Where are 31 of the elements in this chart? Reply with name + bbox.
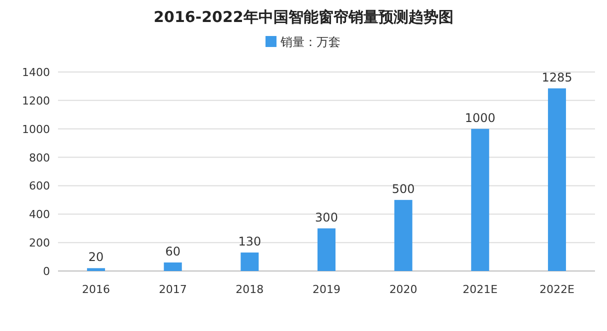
- x-tick-label: 2022E: [539, 283, 574, 296]
- x-tick-label: 2018: [236, 283, 264, 296]
- bar: [318, 228, 336, 271]
- x-tick-label: 2019: [312, 283, 340, 296]
- x-tick-label: 2020: [389, 283, 418, 296]
- data-label: 60: [165, 244, 180, 258]
- y-tick-label: 0: [43, 265, 50, 278]
- bar: [548, 88, 566, 271]
- y-tick-label: 1000: [22, 122, 50, 136]
- data-label: 500: [392, 182, 415, 196]
- legend-label: 销量：万套: [280, 35, 340, 49]
- bar: [394, 200, 412, 271]
- y-tick-label: 600: [29, 180, 50, 193]
- chart-title: 2016-2022年中国智能窗帘销量预测趋势图: [154, 8, 454, 26]
- bar: [240, 252, 259, 271]
- bar: [87, 268, 106, 271]
- x-tick-label: 2017: [158, 283, 187, 296]
- x-tick-label: 2016: [82, 283, 110, 296]
- y-tick-label: 400: [29, 208, 50, 222]
- data-label: 300: [315, 210, 338, 224]
- data-label: 130: [238, 234, 262, 249]
- x-tick-label: 2021E: [462, 283, 498, 296]
- data-label: 20: [88, 250, 104, 264]
- y-tick-label: 800: [29, 151, 50, 164]
- bar: [471, 128, 490, 271]
- bar: [164, 262, 182, 271]
- data-label: 1285: [542, 70, 572, 84]
- y-tick-label: 200: [29, 236, 50, 250]
- data-label: 1000: [464, 110, 496, 125]
- y-tick-label: 1200: [22, 94, 50, 108]
- y-tick-label: 1400: [22, 66, 50, 79]
